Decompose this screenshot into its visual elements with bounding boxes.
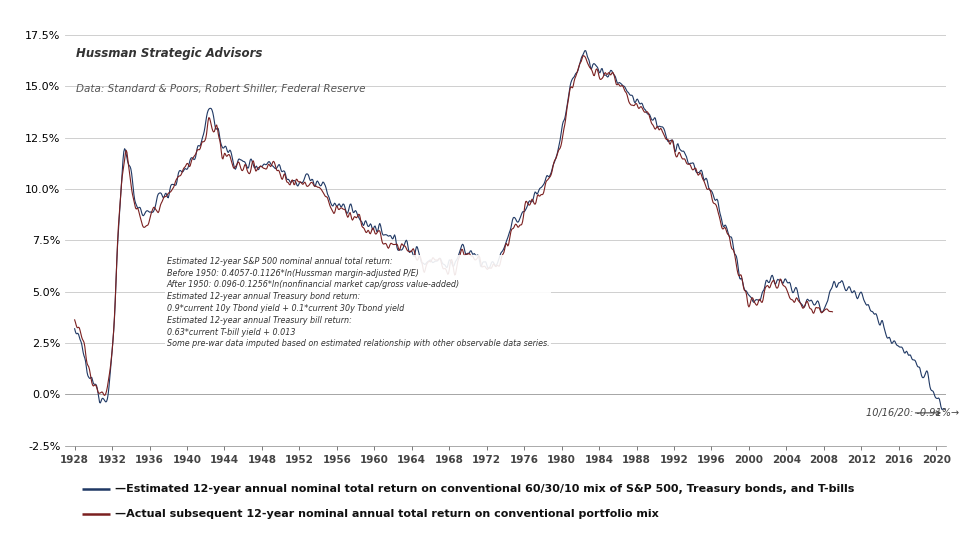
- Text: Hussman Strategic Advisors: Hussman Strategic Advisors: [76, 48, 262, 60]
- Text: 10/16/20: -0.91%→: 10/16/20: -0.91%→: [866, 408, 959, 418]
- Text: —Actual subsequent 12-year nominal annual total return on conventional portfolio: —Actual subsequent 12-year nominal annua…: [115, 509, 659, 519]
- Text: Data: Standard & Poors, Robert Shiller, Federal Reserve: Data: Standard & Poors, Robert Shiller, …: [76, 84, 366, 94]
- Text: Estimated 12-year S&P 500 nominal annual total return:
Before 1950: 0.4057-0.112: Estimated 12-year S&P 500 nominal annual…: [166, 256, 549, 348]
- Text: —Estimated 12-year annual nominal total return on conventional 60/30/10 mix of S: —Estimated 12-year annual nominal total …: [115, 484, 854, 494]
